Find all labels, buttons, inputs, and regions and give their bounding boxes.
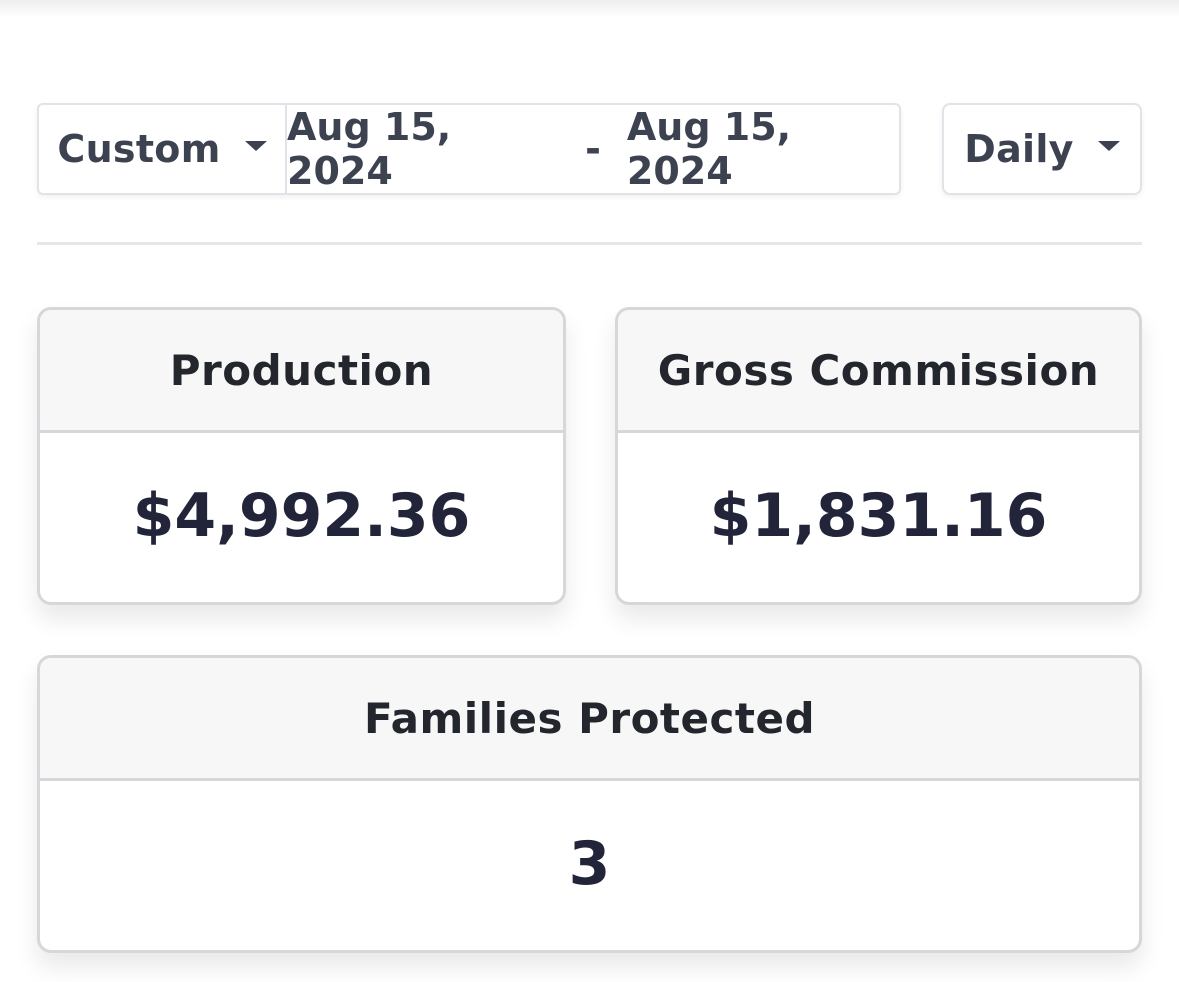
end-date[interactable]: Aug 15, 2024 xyxy=(626,105,792,193)
date-range-picker[interactable]: Aug 15, 2024 - Aug 15, 2024 xyxy=(287,105,899,193)
caret-down-icon xyxy=(1097,141,1120,151)
preset-dropdown-label: Custom xyxy=(57,127,221,171)
production-card: Production $4,992.36 xyxy=(37,307,566,605)
families-protected-card: Families Protected 3 xyxy=(37,655,1142,953)
filter-bar: Custom Aug 15, 2024 - Aug 15, 2024 Daily xyxy=(37,103,1142,195)
top-shadow xyxy=(0,0,1179,18)
section-divider xyxy=(37,242,1142,245)
preset-dropdown[interactable]: Custom xyxy=(39,105,287,193)
gross-commission-card: Gross Commission $1,831.16 xyxy=(615,307,1142,605)
interval-dropdown[interactable]: Daily xyxy=(942,103,1142,195)
start-date[interactable]: Aug 15, 2024 xyxy=(287,105,452,193)
interval-dropdown-label: Daily xyxy=(964,127,1074,171)
card-value: $1,831.16 xyxy=(709,481,1048,551)
card-value: $4,992.36 xyxy=(132,481,471,551)
date-separator: - xyxy=(585,127,601,171)
card-title: Gross Commission xyxy=(618,310,1139,433)
card-value: 3 xyxy=(568,829,611,899)
caret-down-icon xyxy=(244,141,267,151)
card-title: Production xyxy=(40,310,563,433)
card-title: Families Protected xyxy=(40,658,1139,781)
date-range-group: Custom Aug 15, 2024 - Aug 15, 2024 xyxy=(37,103,901,195)
